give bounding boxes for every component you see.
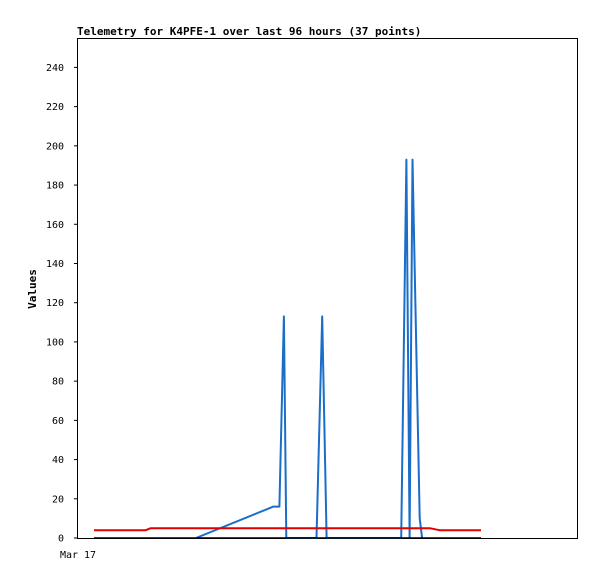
y-axis: 0 20 40 60 80 100 120 140 160 180 200 220 240 bbox=[46, 63, 78, 545]
series-layer bbox=[94, 158, 481, 539]
y-tick-label: 0 bbox=[58, 534, 64, 545]
y-tick-label: 140 bbox=[46, 259, 64, 270]
x-tick-label: Mar 17 bbox=[60, 550, 96, 561]
x-axis: Mar 17 bbox=[60, 550, 96, 561]
series-line-2 bbox=[94, 527, 481, 532]
y-tick-label: 200 bbox=[46, 141, 64, 152]
y-tick-label: 180 bbox=[46, 181, 64, 192]
series-line-1 bbox=[195, 158, 424, 539]
y-tick-label: 240 bbox=[46, 63, 64, 74]
y-tick-label: 160 bbox=[46, 220, 64, 231]
y-tick-label: 100 bbox=[46, 337, 64, 348]
y-tick-label: 220 bbox=[46, 102, 64, 113]
chart-title: Telemetry for K4PFE-1 over last 96 hours… bbox=[77, 25, 421, 38]
y-tick-label: 20 bbox=[52, 494, 64, 505]
y-tick-label: 60 bbox=[52, 416, 64, 427]
y-tick-label: 120 bbox=[46, 298, 64, 309]
plot-area bbox=[77, 38, 578, 539]
y-axis-label: Values bbox=[26, 269, 39, 309]
y-tick-label: 80 bbox=[52, 377, 64, 388]
y-tick-label: 40 bbox=[52, 455, 64, 466]
